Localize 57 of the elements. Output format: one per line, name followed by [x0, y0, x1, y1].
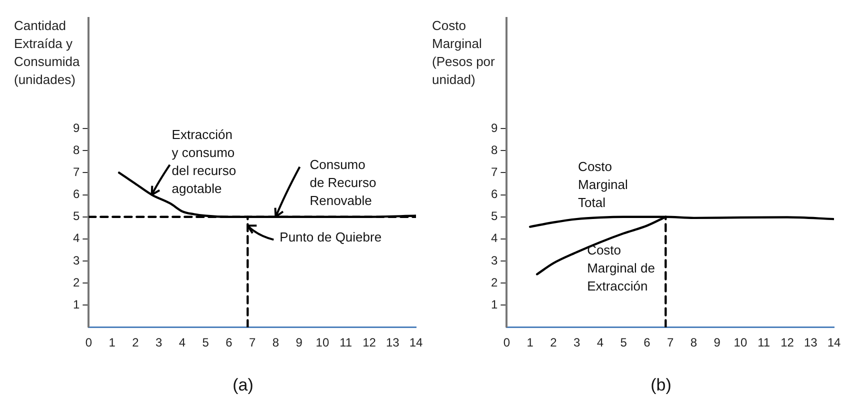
x-tick-label: 7: [248, 336, 256, 350]
y-tick-label: 3: [490, 253, 498, 268]
x-tick-label: 1: [108, 336, 116, 350]
text: (b): [650, 375, 672, 394]
y-tick-label: 4: [72, 231, 80, 246]
y-axis-title: Costo Marginal (Pesos por unidad): [432, 18, 496, 88]
y-tick-label: 6: [490, 187, 498, 202]
annotation: Consumo de Recurso Renovable: [310, 156, 376, 208]
y-tick-label: 1: [72, 297, 80, 312]
annotation: Punto de Quiebre: [280, 230, 382, 245]
x-tick-label: 5: [620, 336, 628, 350]
x-tick-label: 10: [316, 336, 330, 350]
x-tick-label: 2: [132, 336, 140, 350]
y-tick-label: 5: [72, 209, 80, 224]
y-tick-label: 1: [490, 297, 498, 312]
y-tick-label: 6: [72, 187, 80, 202]
x-tick-label: 0: [503, 336, 510, 350]
x-tick-label: 10: [734, 336, 748, 350]
x-tick-label: 4: [596, 336, 604, 350]
x-tick-label: 3: [155, 336, 162, 350]
y-tick-label: 7: [72, 165, 80, 180]
x-tick-label: 6: [644, 336, 651, 350]
y-tick-label: 8: [72, 142, 80, 157]
x-tick-label: 12: [362, 336, 376, 350]
x-tick-label: 2: [550, 336, 558, 350]
x-tick-label: 7: [666, 336, 674, 350]
x-tick-label: 8: [272, 336, 280, 350]
series-label: Costo Marginal Total: [578, 158, 628, 210]
text: (a): [232, 375, 254, 394]
y-tick-label: 9: [490, 120, 498, 135]
x-tick-label: 13: [386, 336, 400, 350]
y-tick-label: 7: [490, 165, 498, 180]
series-label: Costo Marginal de Extracción: [587, 242, 656, 294]
y-tick-label: 9: [72, 120, 80, 135]
y-tick-label: 5: [490, 209, 498, 224]
x-tick-label: 0: [85, 336, 92, 350]
x-tick-label: 5: [202, 336, 210, 350]
x-tick-label: 3: [573, 336, 580, 350]
y-tick-label: 8: [490, 142, 498, 157]
y-tick-label: 4: [490, 231, 498, 246]
x-tick-label: 14: [827, 336, 841, 350]
y-tick-label: 2: [490, 275, 498, 290]
y-tick-label: 2: [72, 275, 80, 290]
x-tick-label: 11: [758, 336, 770, 350]
y-tick-label: 3: [72, 253, 80, 268]
x-tick-label: 13: [804, 336, 818, 350]
x-tick-label: 8: [690, 336, 698, 350]
x-tick-label: 6: [226, 336, 233, 350]
x-tick-label: 9: [714, 336, 721, 350]
x-tick-label: 9: [296, 336, 303, 350]
x-tick-label: 1: [526, 336, 534, 350]
x-tick-label: 12: [780, 336, 794, 350]
x-tick-label: 4: [178, 336, 186, 350]
x-tick-label: 14: [409, 336, 423, 350]
x-tick-label: 11: [340, 336, 352, 350]
annotation: Extracción y consumo del recurso agotable: [172, 126, 236, 196]
y-axis-title: Cantidad Extraída y Consumida (unidades): [14, 18, 81, 88]
